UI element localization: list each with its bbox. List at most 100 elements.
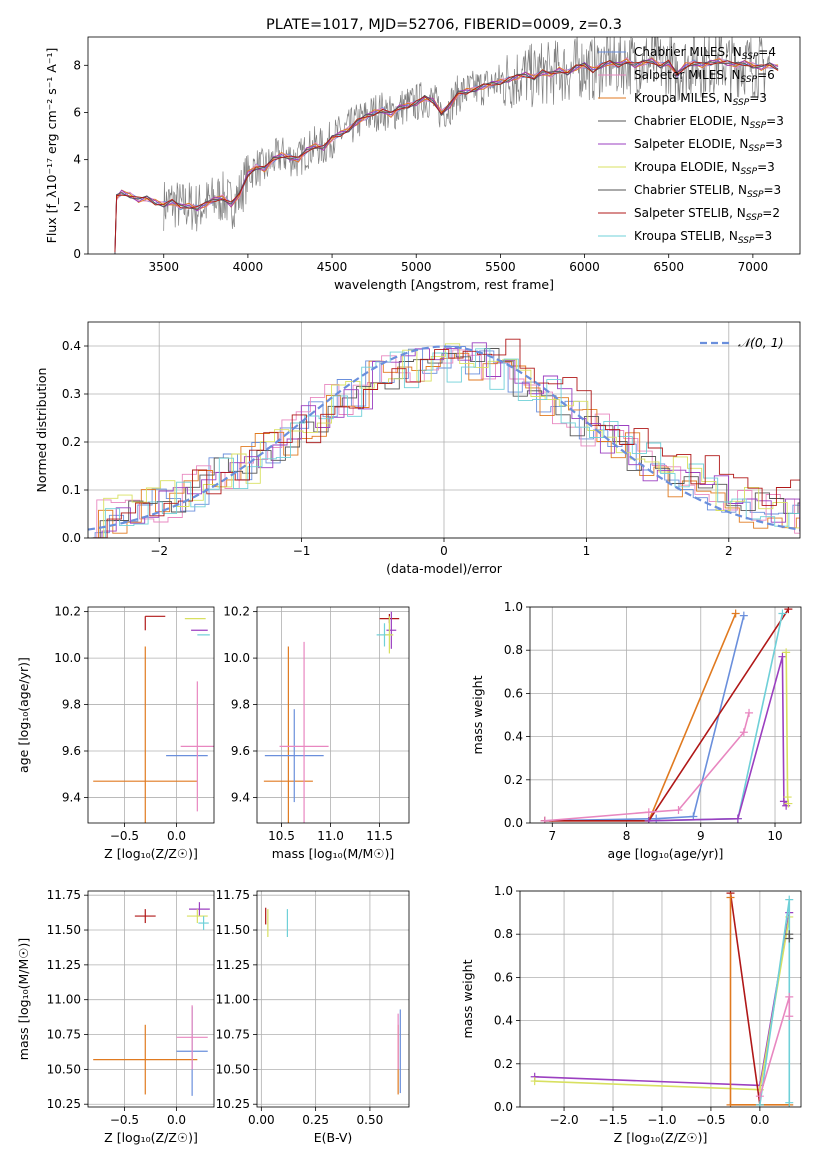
x-tick-label: −1.5: [598, 1113, 627, 1127]
x-tick-label: 8: [623, 829, 631, 843]
plot-area: [530, 891, 794, 1107]
residuals-plot: −2 −1 0 1 2 0.0 0.1 0.2 0.3 0.4 (data-model)/error…: [34, 321, 801, 576]
error-bar-point: [134, 909, 156, 924]
axes-frame: [87, 321, 801, 539]
x-tick-label: 2: [725, 544, 733, 558]
legend-label: Salpeter ELODIE, NSSP=3: [634, 137, 783, 154]
weight-series-line: [759, 996, 791, 1097]
y-tick-label: 8: [73, 58, 81, 72]
y-tick-label: 0: [73, 247, 81, 261]
axes-frame: [256, 606, 410, 824]
y-tick-label: 9.6: [231, 744, 250, 758]
x-tick-label: −0.5: [110, 1113, 139, 1127]
legend-label: Salpeter MILES, NSSP=6: [634, 68, 775, 85]
y-tick-label: 9.4: [231, 790, 250, 804]
legend-label: Salpeter STELIB, NSSP=2: [634, 206, 780, 223]
x-tick-label: 0.00: [248, 1113, 275, 1127]
x-tick-label: −1.0: [647, 1113, 676, 1127]
error-bar-point: [93, 646, 198, 823]
y-tick-label: 10.75: [47, 1028, 81, 1042]
y-tick-label: 0.6: [494, 970, 513, 984]
plot-area: [93, 902, 210, 1096]
x-tick-label: 5000: [401, 260, 432, 274]
x-tick-label: 10: [767, 829, 782, 843]
axes-frame: [256, 890, 410, 1108]
plot-area: [93, 615, 214, 823]
x-tick-label: 0.0: [167, 829, 186, 843]
y-tick-label: 0.3: [62, 387, 81, 401]
y-tick-label: 9.4: [62, 790, 81, 804]
x-axis-label: E(B-V): [314, 1130, 353, 1145]
mass-vs-metallicity-plot: −0.5 0.0 10.25 10.50 10.75 11.00 11.25 11.50 11.…: [16, 888, 215, 1145]
weight-point-marker: [779, 797, 788, 806]
weight-point-marker: [785, 930, 794, 939]
error-bar-point: [176, 1005, 208, 1070]
legend-label-main: Salpeter ELODIE, N: [634, 137, 748, 151]
y-tick-label: 0.6: [504, 686, 523, 700]
legend-label-sub: SSP: [746, 213, 763, 223]
legend-label-main: Kroupa STELIB, N: [634, 229, 738, 243]
error-bar-point: [189, 902, 210, 917]
legend-label-main: Chabrier MILES, N: [634, 45, 742, 59]
y-tick-label: 0.0: [504, 816, 523, 830]
weight-point-marker: [739, 611, 748, 620]
legend-label-tail: =3: [757, 160, 775, 174]
y-tick-label: 4: [73, 153, 81, 167]
weight-series-line: [544, 712, 750, 822]
legend-label-sub: SSP: [738, 236, 755, 246]
model-spectrum-salpeter-stelib: [114, 59, 779, 253]
y-tick-label: 9.8: [231, 698, 250, 712]
error-bar-point: [93, 1024, 198, 1095]
histogram-salpeter-miles: [88, 349, 800, 538]
legend-label-tail: =3: [764, 183, 782, 197]
y-tick-label: 0.0: [62, 531, 81, 545]
legend-label-main: Kroupa MILES, N: [634, 91, 733, 105]
age-vs-mass-plot: 10.5 11.0 11.5 9.4 9.6 9.8 10.0 10.2 mass [log₁₀…: [223, 605, 410, 861]
observed-spectrum-line: [163, 37, 771, 232]
weight-point-marker: [540, 816, 549, 823]
y-tick-label: 0.2: [62, 435, 81, 449]
x-tick-label: −0.5: [696, 1113, 725, 1127]
histogram-salpeter-stelib: [92, 338, 800, 538]
legend-label: Chabrier ELODIE, NSSP=3: [634, 114, 784, 131]
legend-label-sub: SSP: [750, 121, 767, 131]
weight-point-marker: [674, 806, 683, 815]
y-tick-label: 10.75: [216, 1028, 250, 1042]
y-tick-label: 0.4: [62, 339, 81, 353]
legend-label-sub: SSP: [741, 75, 758, 85]
x-tick-label: 11.5: [366, 829, 393, 843]
error-bar-point: [144, 615, 166, 631]
legend-label-main: Kroupa ELODIE, N: [634, 160, 741, 174]
mass-vs-ebv-plot: 0.00 0.25 0.50 10.25 10.50 10.75 11.00 11.25 11.…: [216, 888, 410, 1145]
spectrum-plot: 3500 4000 4500 5000 5500 6000 6500 7000 0 2 4 6 8 wav…: [44, 17, 801, 292]
y-tick-label: 0.1: [62, 483, 81, 497]
x-tick-label: 0.50: [357, 1113, 384, 1127]
normal-distribution-curve: [88, 345, 800, 531]
error-bar-point: [264, 709, 324, 803]
age-vs-metallicity-plot: −0.5 0.0 9.4 9.6 9.8 10.0 10.2 Z [log₁₀(Z/Z☉)] a…: [16, 605, 215, 861]
weight-point-marker: [784, 799, 793, 808]
y-tick-label: 11.50: [216, 923, 250, 937]
x-tick-label: 1: [583, 544, 591, 558]
weight-point-marker: [530, 1077, 539, 1086]
histogram-kroupa-elodie: [89, 343, 800, 538]
y-tick-label: 10.0: [54, 651, 81, 665]
plot-area: [114, 37, 779, 254]
plot-area: [540, 607, 793, 823]
x-tick-label: 0: [440, 544, 448, 558]
legend-label-tail: =4: [758, 45, 776, 59]
weight-point-marker: [778, 652, 787, 661]
weight-series-line: [544, 615, 745, 822]
legend-label-sub: SSP: [742, 52, 759, 62]
legend-label: Kroupa STELIB, NSSP=3: [634, 229, 772, 246]
error-bar-point: [180, 681, 214, 812]
x-tick-label: −2: [150, 544, 168, 558]
model-spectrum-chabrier-stelib: [114, 59, 779, 254]
y-axis-label: Flux [f_λ10⁻¹⁷ erg cm⁻² s⁻¹ A⁻¹]: [44, 48, 59, 244]
axes-frame: [87, 36, 801, 255]
weight-point-marker: [726, 1100, 735, 1107]
y-tick-label: 0.8: [504, 643, 523, 657]
weight-series-line: [544, 613, 737, 822]
histogram-salpeter-elodie: [88, 342, 800, 538]
x-tick-label: −0.5: [110, 829, 139, 843]
